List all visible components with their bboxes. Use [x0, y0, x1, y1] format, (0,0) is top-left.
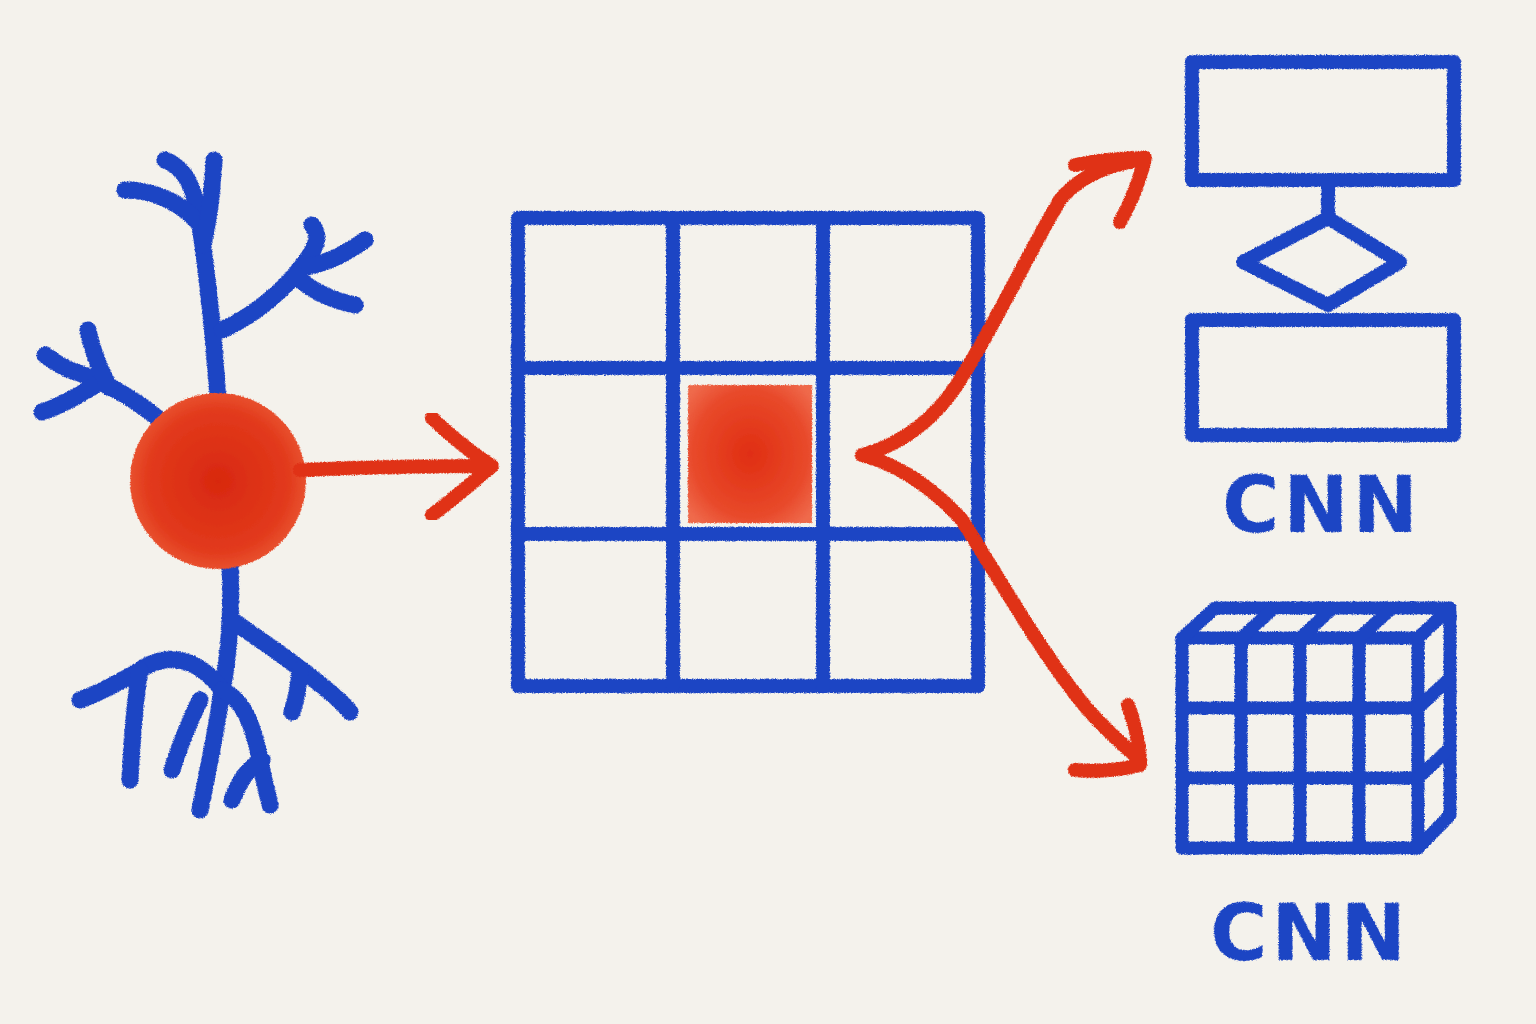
- arrow-to-cube: [855, 448, 1147, 767]
- cube-grid-icon: [1175, 601, 1457, 855]
- flowchart-diamond: [1236, 211, 1407, 312]
- grid-lines: [511, 211, 985, 693]
- cnn-label-top: CNN: [1222, 461, 1422, 551]
- arrow-neuron-to-grid: [293, 411, 499, 522]
- arrow-grid-to-outputs: [855, 151, 1152, 778]
- neuron-soma: [130, 393, 306, 569]
- cnn-label-bottom: CNN: [1210, 889, 1410, 979]
- neuron-icon: [33, 151, 374, 819]
- highlighted-center-cell: [688, 385, 812, 523]
- arrow-to-flowchart: [855, 153, 1147, 462]
- flowchart-bottom-box: [1185, 313, 1461, 442]
- neuron-dendrites-top: [33, 151, 374, 429]
- convolution-grid: [511, 211, 985, 693]
- flowchart-top-box: [1185, 55, 1461, 187]
- flowchart-icon: [1185, 55, 1461, 442]
- neuron-dendrites-bottom: [71, 556, 359, 819]
